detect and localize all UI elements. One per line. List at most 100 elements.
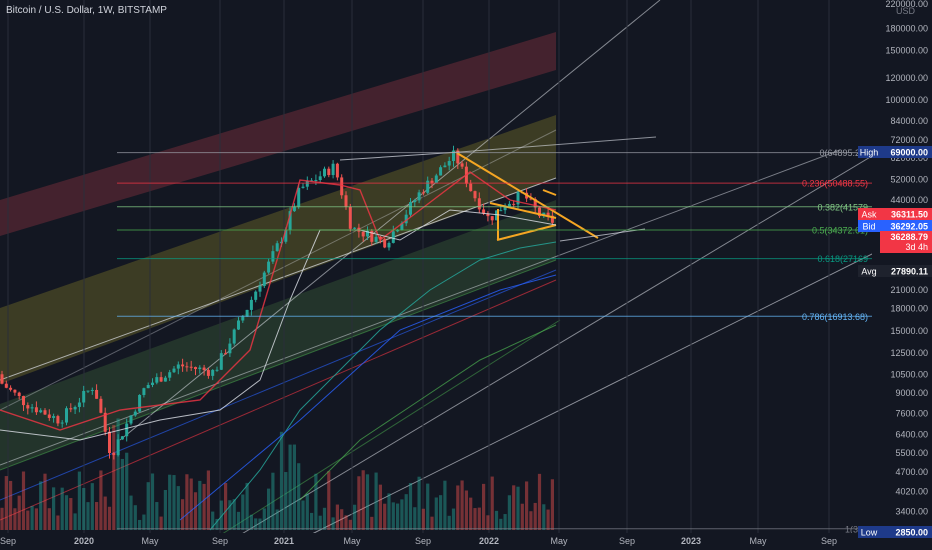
candle-body xyxy=(181,364,185,367)
candle-body xyxy=(108,431,111,453)
low-badge-tag xyxy=(858,526,880,538)
candle-body xyxy=(469,183,473,192)
volume-bar xyxy=(473,508,477,530)
candle-body xyxy=(39,410,43,413)
volume-bar xyxy=(47,508,51,530)
price-tick-label: 4700.00 xyxy=(895,467,928,477)
price-tick-label: 10500.00 xyxy=(890,369,928,379)
volume-bar xyxy=(125,452,129,530)
volume-bar xyxy=(443,480,447,530)
fib-level-label-2: 0.382(41579 xyxy=(817,202,868,212)
candle-body xyxy=(288,211,292,230)
volume-bar xyxy=(211,511,215,530)
ask-badge-tag xyxy=(858,208,880,220)
volume-bar xyxy=(82,487,86,530)
volume-bar xyxy=(370,516,374,530)
price-tick-label: 120000.00 xyxy=(885,73,928,83)
candle-body xyxy=(245,309,249,317)
symbol-title[interactable]: Bitcoin / U.S. Dollar, 1W, BITSTAMP xyxy=(6,5,167,16)
time-tick-label: 2021 xyxy=(274,536,294,546)
candle-body xyxy=(163,377,167,382)
price-tick-label: 6400.00 xyxy=(895,430,928,440)
volume-bar xyxy=(198,480,202,530)
volume-bar xyxy=(310,512,314,530)
candle-body xyxy=(202,367,206,371)
fib-level-label-0: 0(64895.22) xyxy=(819,148,868,158)
price-tick-label: 21000.00 xyxy=(890,285,928,295)
high-badge-label: High xyxy=(860,148,879,158)
fib-level-label-5: 0.786(16913.68) xyxy=(802,312,868,322)
volume-bar xyxy=(318,515,322,530)
candle-body xyxy=(52,416,56,418)
fib-levels: 0(64895.22) 0.236(50488.55) 0.382(41579 0.5… xyxy=(117,148,872,534)
candle-body xyxy=(206,370,210,376)
wedge-line-2 xyxy=(496,224,557,241)
candle-body xyxy=(95,389,99,399)
high-badge-box xyxy=(880,146,932,158)
candle-body xyxy=(249,299,253,310)
volume-bar xyxy=(86,502,90,530)
candle-body xyxy=(421,192,425,194)
candle-body xyxy=(267,261,271,273)
volume-bar xyxy=(396,503,400,530)
volume-bar xyxy=(150,473,155,530)
candle-body xyxy=(546,212,550,216)
volume-bar xyxy=(404,494,408,530)
fib-level-label-4: 0.618(27169 xyxy=(817,254,868,264)
volume-bar xyxy=(155,502,159,530)
price-tick-label: 3400.00 xyxy=(895,507,928,517)
volume-bar xyxy=(163,489,167,530)
trend-line-extended xyxy=(459,136,657,153)
time-axis[interactable]: Sep 2020 May Sep 2021 May Sep 2022 May Sep 2023 May… xyxy=(0,533,932,550)
candle-body xyxy=(112,452,116,456)
volume-bar xyxy=(275,509,279,530)
candle-body xyxy=(409,202,412,215)
volume-bar xyxy=(258,518,262,530)
volume-bar xyxy=(236,511,241,530)
volume-bar xyxy=(232,499,236,530)
price-tick-label: 100000.00 xyxy=(885,95,928,105)
low-badge-value: 2850.00 xyxy=(895,528,928,538)
volume-bar xyxy=(193,492,198,530)
time-tick-label: Sep xyxy=(212,536,228,546)
volume-bar xyxy=(189,478,193,530)
volume-bar xyxy=(499,518,503,530)
volume-bar xyxy=(43,473,47,530)
volume-bar xyxy=(271,472,275,530)
candle-body xyxy=(460,163,464,167)
candle-body xyxy=(331,163,335,176)
volume-bar xyxy=(245,482,249,530)
candle-body xyxy=(391,231,395,243)
candle-body xyxy=(120,436,124,440)
candle-body xyxy=(69,408,73,410)
candle-body xyxy=(434,175,438,184)
time-tick-label: Sep xyxy=(0,536,16,546)
candle-body xyxy=(30,407,34,409)
candle-body xyxy=(439,167,443,176)
volume-bar xyxy=(460,480,464,530)
volume-bar xyxy=(305,493,309,530)
candle-body xyxy=(155,377,159,383)
channel-line-4 xyxy=(0,279,557,521)
drawings-overlay xyxy=(0,136,657,531)
candle-body xyxy=(507,203,511,207)
candle-body xyxy=(301,186,305,188)
volume-bar xyxy=(288,444,292,530)
trend-line-lower xyxy=(559,228,646,242)
candle-body xyxy=(198,367,202,370)
candle-body xyxy=(417,192,421,201)
volume-bar xyxy=(52,487,56,530)
price-tick-label: 84000.00 xyxy=(890,116,928,126)
avg-badge-box xyxy=(880,265,932,277)
volume-bar xyxy=(69,498,73,530)
volume-bar xyxy=(482,483,486,530)
volume-bar xyxy=(512,485,516,530)
currency-label: USD xyxy=(896,6,916,16)
candle-body xyxy=(275,243,279,252)
volume-bar xyxy=(116,418,120,530)
volume-bar xyxy=(456,485,460,530)
candle-body xyxy=(550,215,554,223)
candle-body xyxy=(22,396,25,406)
